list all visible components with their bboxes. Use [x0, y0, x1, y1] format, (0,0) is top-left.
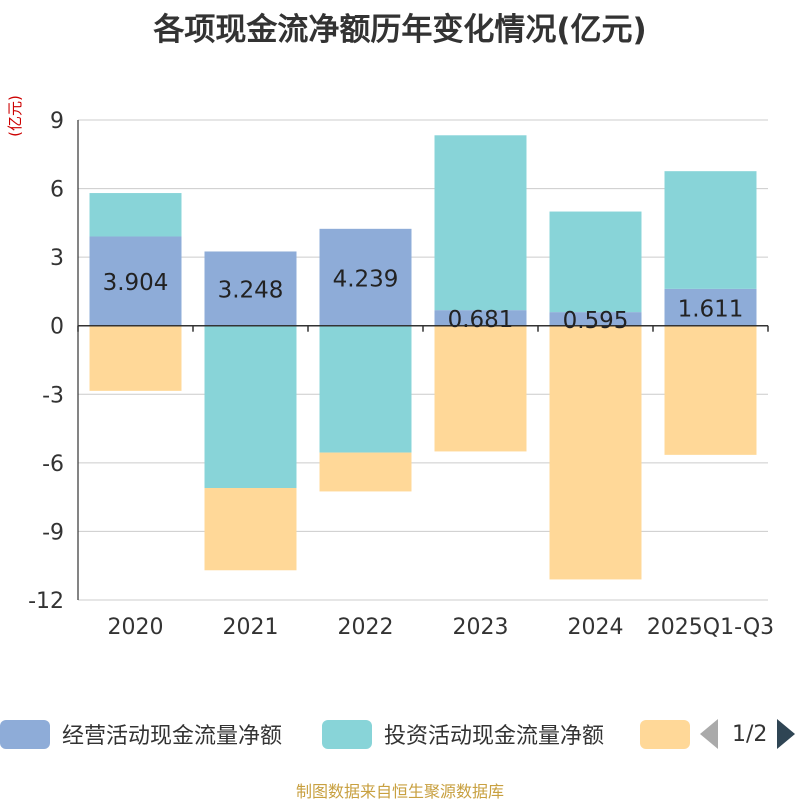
x-tick-label: 2023 — [453, 615, 509, 640]
x-tick-label: 2024 — [568, 615, 624, 640]
bar-financing — [319, 452, 412, 492]
bar-operating — [664, 288, 757, 326]
bar-financing — [664, 325, 757, 455]
data-label: 0.681 — [448, 307, 514, 333]
pager-text: 1/2 — [732, 721, 768, 747]
y-tick-label: -12 — [28, 589, 64, 614]
bar-operating — [89, 236, 182, 326]
legend-item-operating[interactable]: 经营活动现金流量净额 — [0, 716, 282, 752]
bar-financing — [204, 488, 297, 571]
chart-title: 各项现金流净额历年变化情况(亿元) — [153, 12, 647, 48]
y-tick-label: 6 — [50, 178, 64, 203]
legend-label-investing: 投资活动现金流量净额 — [384, 724, 605, 749]
data-label: 0.595 — [563, 308, 629, 334]
data-label: 1.611 — [678, 296, 744, 322]
bar-operating — [549, 312, 642, 326]
pager-next-icon[interactable] — [777, 719, 796, 749]
bar-operating — [319, 228, 412, 326]
x-tick-label: 2021 — [223, 615, 279, 640]
bar-financing — [89, 325, 182, 391]
bar-investing — [549, 211, 642, 313]
bar-investing — [434, 135, 527, 311]
bar-financing — [434, 325, 527, 452]
x-tick-label: 2020 — [108, 615, 164, 640]
y-tick-label: -3 — [42, 383, 64, 408]
bar-operating — [204, 251, 297, 326]
x-tick-label: 2022 — [338, 615, 394, 640]
bar-investing — [319, 325, 412, 453]
legend-swatch-investing — [322, 719, 372, 749]
y-tick-label: 9 — [50, 109, 64, 134]
bar-investing — [89, 193, 182, 237]
legend-swatch-operating — [0, 719, 50, 749]
y-tick-label: -9 — [42, 520, 64, 545]
data-label: 3.904 — [103, 270, 169, 296]
legend-label-operating: 经营活动现金流量净额 — [62, 724, 283, 749]
data-label: 4.239 — [333, 266, 399, 292]
y-tick-label: -6 — [42, 452, 64, 477]
legend-swatch-financing — [640, 719, 690, 749]
bar-operating — [434, 310, 527, 326]
bar-investing — [204, 325, 297, 488]
y-tick-label: 0 — [50, 315, 64, 340]
bar-financing — [549, 325, 642, 580]
y-tick-label: 3 — [50, 246, 64, 271]
bar-investing — [664, 171, 757, 289]
legend: 经营活动现金流量净额 投资活动现金流量净额 — [0, 716, 800, 756]
legend-item-financing[interactable] — [640, 716, 690, 752]
source-note: 制图数据来自恒生聚源数据库 — [295, 782, 504, 801]
legend-pager: 1/2 — [700, 716, 800, 752]
x-tick-label: 2025Q1-Q3 — [647, 615, 774, 640]
pager-prev-icon[interactable] — [700, 719, 718, 749]
data-label: 3.248 — [218, 278, 284, 304]
legend-item-investing[interactable]: 投资活动现金流量净额 — [322, 716, 604, 752]
chart-canvas: 9 6 3 0 -3 -6 -9 -12 2020 2021 2022 2023 2024 2025Q1-… — [28, 109, 774, 640]
